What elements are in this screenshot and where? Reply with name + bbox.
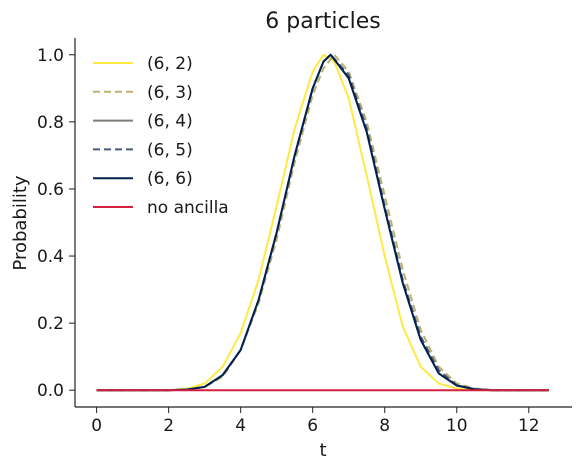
- legend-label: (6, 6): [147, 169, 193, 189]
- x-tick-label: 12: [518, 416, 540, 436]
- legend-label: (6, 3): [147, 83, 193, 103]
- y-tick-label: 0.4: [37, 247, 64, 267]
- legend-label: no ancilla: [147, 198, 229, 218]
- x-tick-label: 10: [446, 416, 468, 436]
- legend-label: (6, 4): [147, 112, 193, 132]
- legend-label: (6, 5): [147, 140, 193, 160]
- y-axis-label: Probability: [10, 175, 31, 270]
- legend-label: (6, 2): [147, 54, 193, 74]
- y-tick-label: 0.6: [37, 180, 64, 200]
- x-ticks: 0 2 4 6 8 10 12: [91, 407, 540, 436]
- series-line-2: [96, 53, 549, 392]
- y-ticks: 0.0 0.2 0.4 0.6 0.8 1.0: [37, 46, 75, 401]
- chart-title: 6 particles: [265, 9, 380, 34]
- x-tick-label: 6: [307, 416, 318, 436]
- y-tick-label: 1.0: [37, 46, 64, 66]
- series-line-3: [96, 53, 549, 392]
- plot-lines: [96, 53, 549, 392]
- x-tick-label: 2: [163, 416, 174, 436]
- series-line-1: [96, 53, 549, 392]
- series-line-0: [96, 53, 549, 392]
- x-tick-label: 8: [379, 416, 390, 436]
- legend: (6, 2) (6, 3) (6, 4) (6, 5) (6, 6) no ancilla: [93, 54, 229, 218]
- y-tick-label: 0.2: [37, 314, 64, 334]
- x-tick-label: 0: [91, 416, 102, 436]
- x-axis-label: t: [319, 440, 326, 461]
- y-tick-label: 0.8: [37, 113, 64, 133]
- series-line-4: [96, 53, 549, 392]
- x-tick-label: 4: [235, 416, 246, 436]
- y-tick-label: 0.0: [37, 381, 64, 401]
